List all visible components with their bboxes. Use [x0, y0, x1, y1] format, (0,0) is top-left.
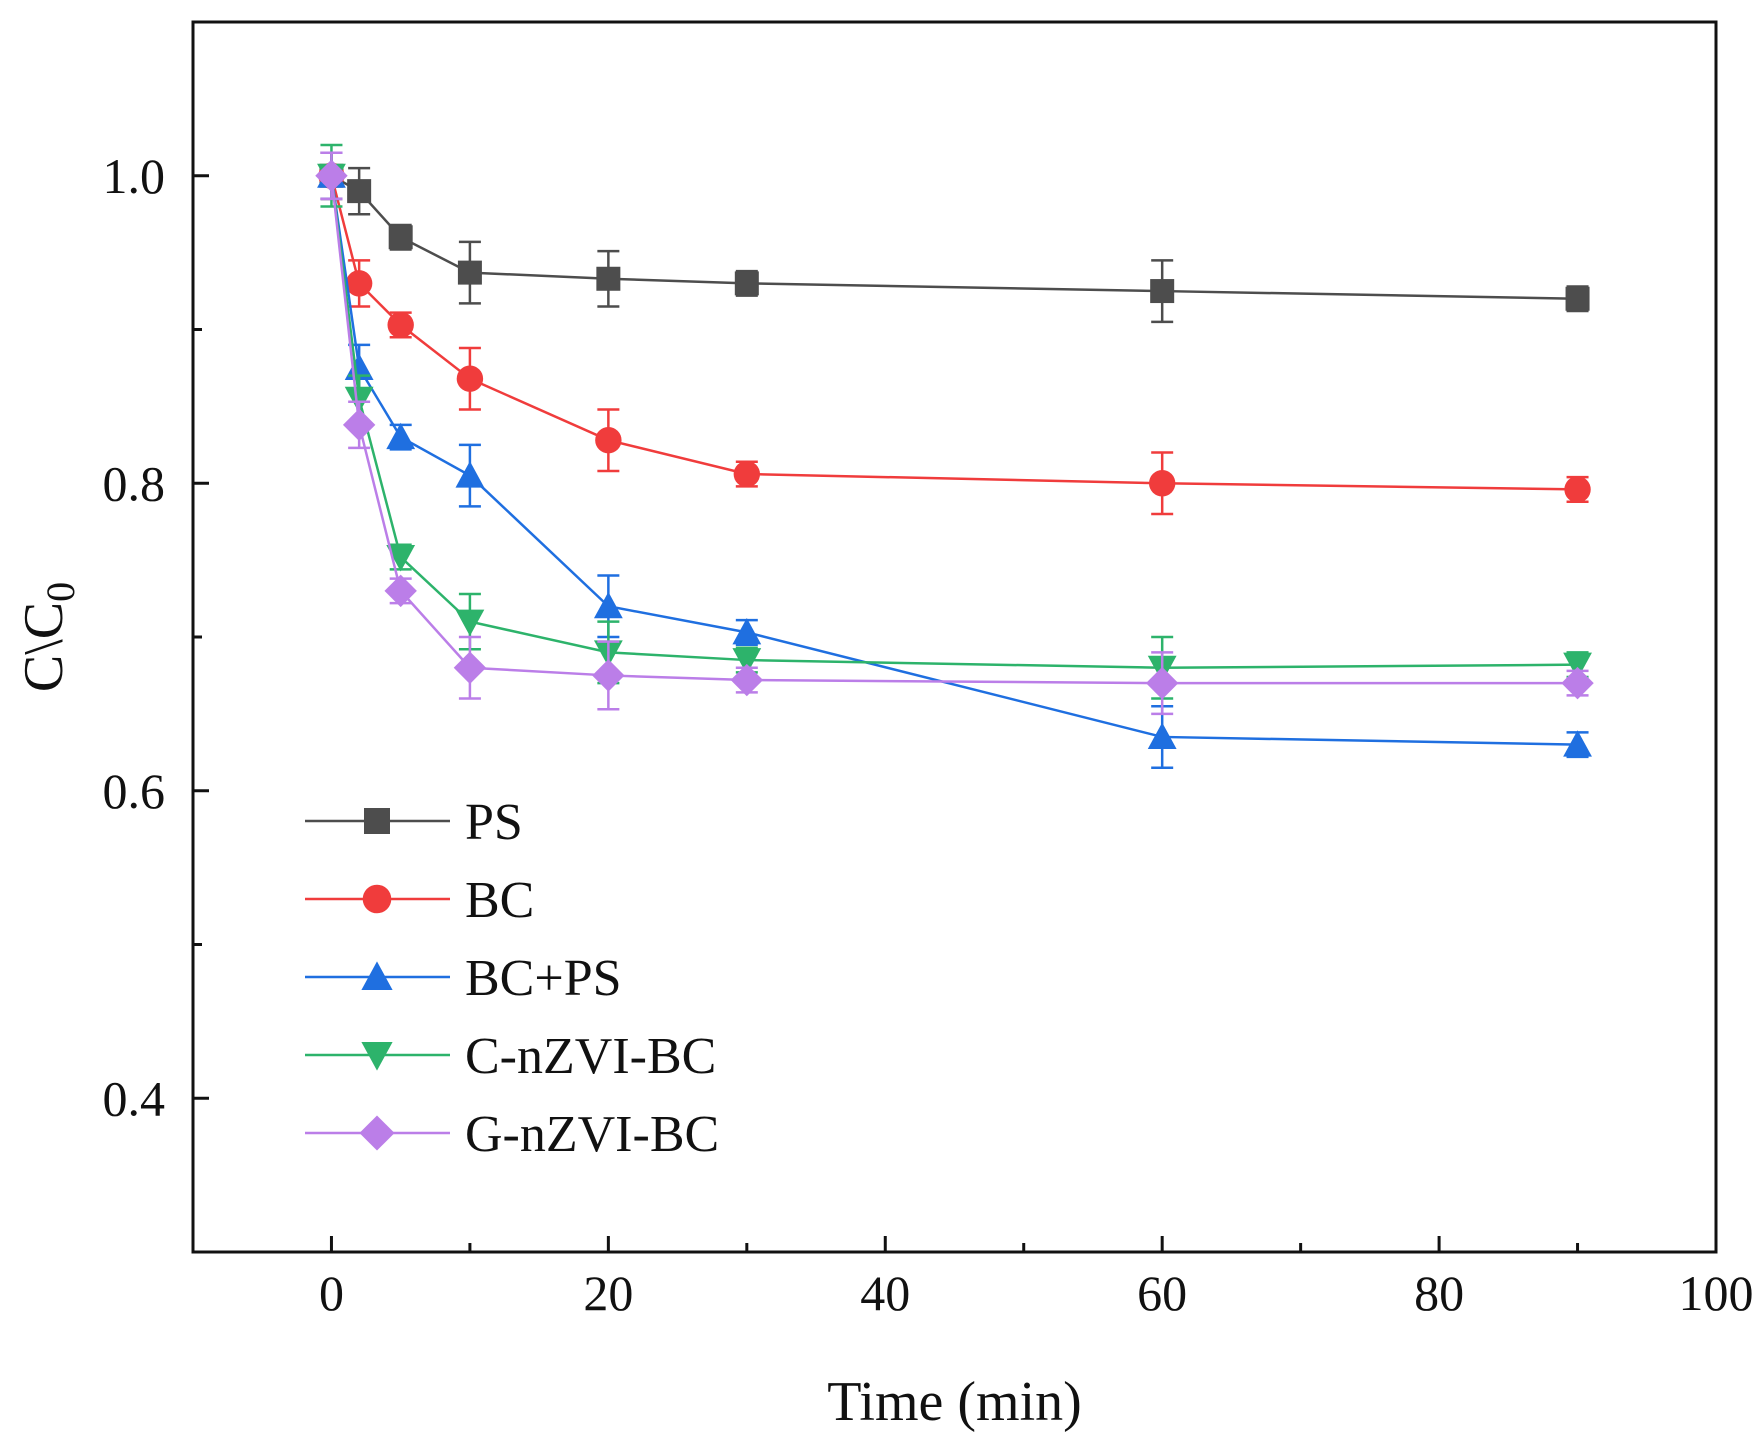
data-point: [315, 159, 348, 192]
legend-marker: [361, 1042, 393, 1071]
legend-item-PS: PS: [305, 794, 523, 851]
data-point: [730, 663, 764, 697]
y-axis-title-main: C\C: [13, 602, 75, 692]
x-tick-label: 80: [1414, 1265, 1464, 1321]
data-point: [386, 422, 416, 450]
series-line: [330, 175, 1578, 746]
y-axis-title: C\C0: [13, 582, 83, 692]
legend-item-G-nZVI-BC: G-nZVI-BC: [305, 1106, 719, 1163]
x-tick-label: 40: [860, 1265, 910, 1321]
series-line: [330, 175, 1578, 491]
x-tick-label: 100: [1679, 1265, 1754, 1321]
data-point: [1150, 279, 1175, 304]
data-point: [457, 260, 482, 285]
data-point: [593, 591, 623, 619]
legend-item-BC+PS: BC+PS: [305, 950, 622, 1007]
axes: 0 20 40 60 80 100 0.4 0.6 0.8 1.0: [103, 20, 1754, 1321]
legend-label: BC+PS: [465, 950, 622, 1007]
legend-item-BC: BC: [305, 872, 534, 929]
data-point: [387, 311, 414, 339]
data-point: [1563, 730, 1592, 757]
data-point: [344, 386, 374, 414]
x-tick-label: 0: [319, 1265, 344, 1321]
x-axis-title: Time (min): [827, 1371, 1082, 1433]
data-point: [595, 427, 622, 454]
legend-marker: [361, 961, 393, 990]
data-point: [384, 574, 417, 608]
y-tick-label: 0.6: [103, 763, 166, 819]
series-BC+PS: [317, 151, 1592, 769]
series-C-nZVI-BC: [317, 143, 1592, 700]
data-point: [347, 179, 372, 204]
series-line: [330, 175, 1578, 685]
data-point: [1148, 470, 1176, 497]
plot-frame: [191, 20, 1718, 1254]
data-point: [456, 365, 484, 392]
data-point: [1147, 722, 1177, 749]
legend-label: G-nZVI-BC: [465, 1106, 719, 1163]
y-tick-label: 0.8: [103, 455, 166, 511]
legend: PS BC BC+PS C-nZVI-BC G-nZVI-BC: [305, 794, 719, 1163]
legend-marker: [362, 884, 392, 914]
y-axis-title-subscript: 0: [38, 582, 83, 602]
x-tick-label: 60: [1137, 1265, 1187, 1321]
data-point: [592, 659, 625, 692]
series-line: [330, 175, 1578, 670]
legend-label: BC: [465, 872, 534, 929]
data-point: [388, 225, 413, 250]
series-layer: [315, 143, 1594, 769]
legend-item-C-nZVI-BC: C-nZVI-BC: [305, 1028, 716, 1085]
data-point: [1145, 666, 1179, 700]
y-tick-label: 0.4: [103, 1070, 166, 1126]
data-point: [386, 545, 416, 572]
series-G-nZVI-BC: [315, 151, 1594, 716]
data-point: [732, 648, 762, 675]
legend-marker: [359, 1115, 395, 1151]
series-line: [330, 174, 1578, 300]
data-point: [453, 651, 487, 684]
legend-marker: [364, 808, 390, 834]
data-point: [734, 271, 759, 296]
data-point: [1563, 652, 1592, 680]
legend-label: PS: [465, 794, 523, 851]
series-PS: [319, 151, 1590, 324]
y-tick-label: 1.0: [103, 148, 166, 204]
data-point: [1564, 476, 1591, 503]
data-point: [345, 270, 373, 297]
data-point: [344, 353, 374, 380]
x-tick-label: 20: [583, 1265, 633, 1321]
data-point: [1565, 286, 1590, 311]
data-point: [455, 461, 485, 488]
data-point: [342, 408, 376, 442]
data-point: [455, 609, 485, 637]
data-point: [732, 617, 762, 645]
data-point: [1561, 666, 1594, 700]
series-BC: [318, 151, 1591, 516]
legend-label: C-nZVI-BC: [465, 1028, 716, 1085]
data-point: [596, 266, 621, 291]
data-point: [733, 460, 761, 488]
